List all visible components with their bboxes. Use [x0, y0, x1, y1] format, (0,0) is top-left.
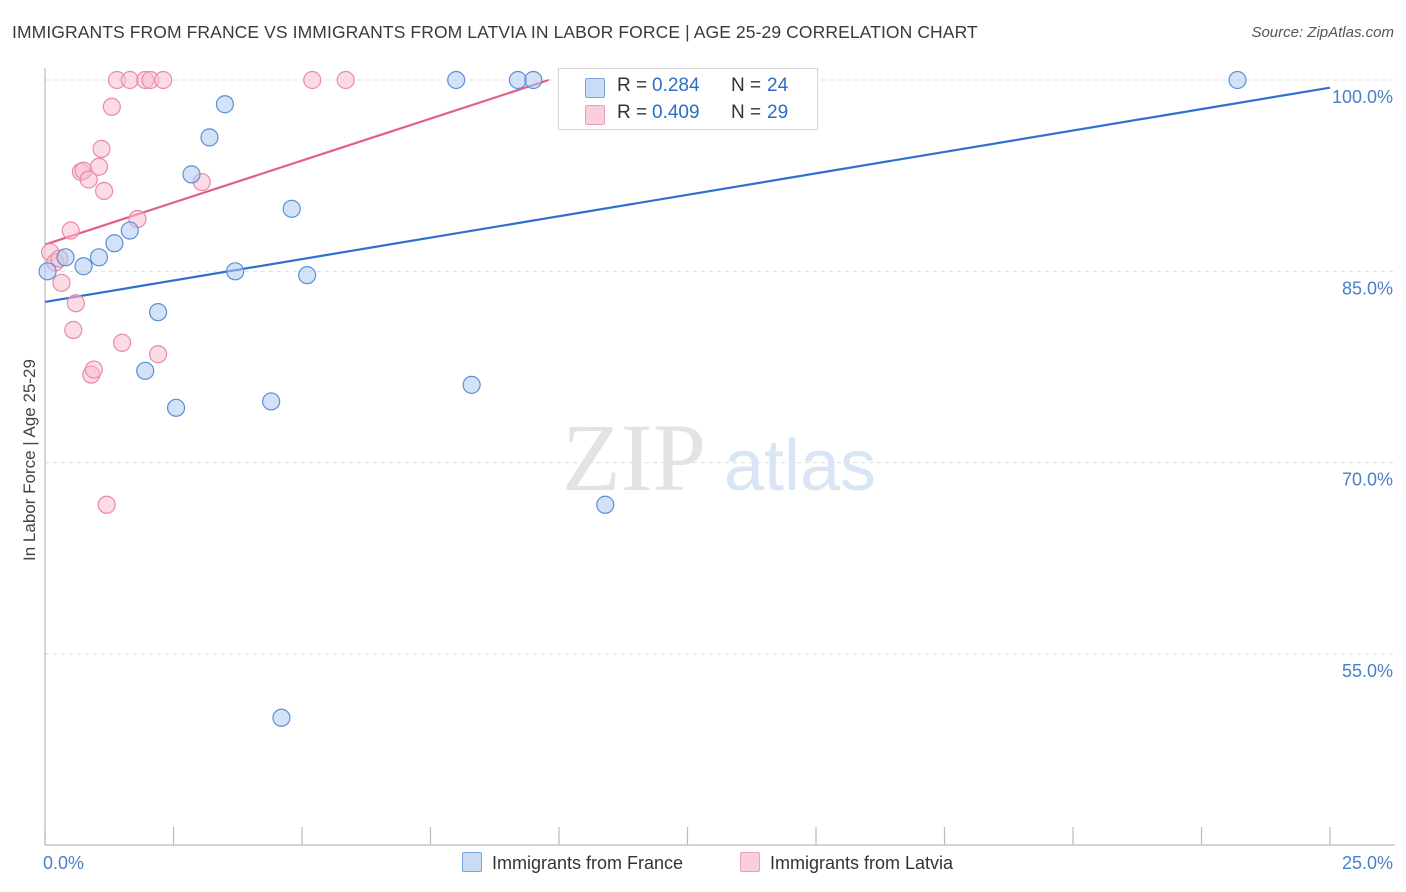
- point-france: [596, 495, 615, 514]
- chart-title: IMMIGRANTS FROM FRANCE VS IMMIGRANTS FRO…: [12, 22, 978, 42]
- point-france: [282, 199, 301, 218]
- point-france: [38, 262, 57, 281]
- point-france: [524, 70, 543, 90]
- point-latvia: [154, 70, 173, 90]
- point-france: [508, 70, 527, 90]
- point-latvia: [95, 181, 114, 201]
- point-latvia: [112, 333, 132, 352]
- latvia-r-value: 0.409: [652, 102, 700, 123]
- point-latvia: [64, 320, 83, 340]
- legend-item-latvia: Immigrants from Latvia: [740, 852, 953, 874]
- point-france: [447, 70, 466, 90]
- point-france: [56, 248, 75, 267]
- watermark-zip: ZIP: [562, 404, 706, 511]
- point-latvia: [66, 294, 85, 313]
- latvia-n-value: 29: [767, 102, 789, 123]
- source-credit: Source: ZipAtlas.com: [1251, 24, 1394, 41]
- point-latvia: [52, 273, 71, 292]
- point-france: [298, 266, 317, 285]
- tick-labels: 55.0% 70.0% 85.0% 100.0% 0.0% 25.0%: [43, 87, 1393, 873]
- france-swatch: [585, 78, 605, 98]
- x-tick-label-min: 0.0%: [43, 853, 84, 873]
- point-latvia: [61, 221, 80, 240]
- watermark: ZIP atlas: [562, 404, 876, 511]
- point-france: [74, 257, 93, 276]
- point-france: [272, 708, 291, 727]
- france-r-label: R =: [617, 75, 648, 96]
- point-latvia: [303, 70, 322, 90]
- point-latvia: [148, 345, 168, 364]
- point-france: [262, 392, 281, 411]
- latvia-n-label: N =: [731, 102, 762, 123]
- point-latvia: [92, 139, 111, 158]
- france-r-value: 0.284: [652, 75, 700, 96]
- stats-legend: R = 0.284 N = 24 R = 0.409 N = 29: [558, 68, 818, 130]
- point-latvia: [97, 495, 116, 514]
- grid-lines: [45, 79, 1395, 655]
- point-latvia: [84, 360, 103, 379]
- point-france: [226, 262, 245, 281]
- point-france: [1228, 70, 1247, 90]
- point-latvia: [102, 97, 121, 116]
- latvia-r-label: R =: [617, 102, 648, 123]
- point-france: [166, 398, 186, 417]
- y-tick-label: 100.0%: [1332, 87, 1393, 107]
- point-france: [105, 234, 124, 253]
- point-france: [215, 95, 234, 114]
- point-latvia: [79, 170, 98, 189]
- legend-swatch-latvia: [740, 852, 760, 872]
- x-tick-label-max: 25.0%: [1342, 853, 1393, 873]
- point-latvia: [89, 157, 109, 176]
- axes: [44, 68, 1395, 846]
- trend-line-france: [44, 86, 1331, 304]
- watermark-atlas: atlas: [724, 426, 876, 506]
- point-france: [462, 375, 481, 394]
- point-france: [120, 221, 139, 240]
- point-latvia: [120, 70, 139, 90]
- point-france: [148, 303, 168, 322]
- point-france: [136, 361, 155, 380]
- y-tick-label: 70.0%: [1342, 470, 1393, 490]
- france-n-value: 24: [767, 75, 789, 96]
- legend-label-latvia: Immigrants from Latvia: [770, 853, 954, 873]
- y-tick-label: 55.0%: [1342, 661, 1393, 681]
- point-france: [200, 128, 219, 147]
- latvia-swatch: [585, 105, 605, 125]
- data-points: [38, 70, 1247, 727]
- legend-swatch-france: [462, 852, 482, 872]
- y-tick-label: 85.0%: [1342, 278, 1393, 298]
- point-france: [89, 248, 109, 267]
- france-n-label: N =: [731, 75, 762, 96]
- point-france: [182, 165, 201, 184]
- point-latvia: [336, 70, 355, 90]
- legend-label-france: Immigrants from France: [492, 853, 684, 873]
- legend-item-france: Immigrants from France: [462, 852, 683, 874]
